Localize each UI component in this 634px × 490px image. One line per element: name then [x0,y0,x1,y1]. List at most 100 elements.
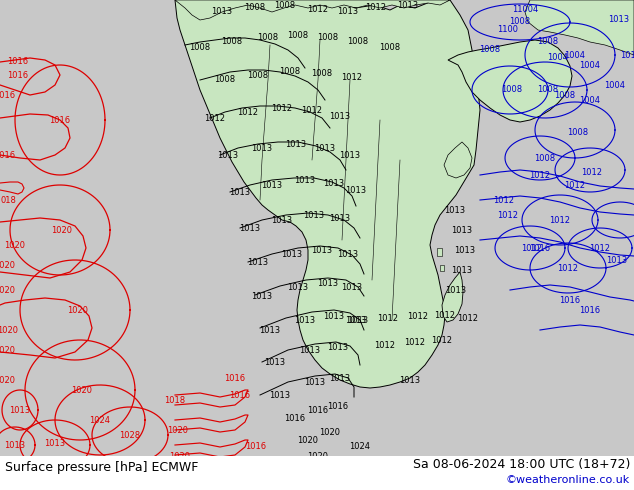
Text: 1013: 1013 [4,441,25,449]
Text: 1013: 1013 [281,249,302,259]
Polygon shape [175,0,480,388]
Text: 1013: 1013 [311,245,333,254]
Text: 1008: 1008 [510,18,531,26]
Text: 1008: 1008 [501,85,522,95]
FancyBboxPatch shape [437,248,442,256]
Text: 1013: 1013 [323,178,344,188]
Text: 1024: 1024 [89,416,110,424]
Text: 1020: 1020 [181,464,202,472]
Text: 1013: 1013 [294,175,316,185]
Text: 1013: 1013 [269,391,290,399]
Text: 1016: 1016 [559,295,581,304]
Text: 11004: 11004 [512,5,538,15]
Text: 1013: 1013 [451,225,472,235]
Text: 1013: 1013 [264,358,285,367]
Text: 1016: 1016 [529,244,550,252]
Text: 1020: 1020 [226,464,247,472]
Text: 1013: 1013 [299,345,321,354]
Text: 1016: 1016 [285,414,306,422]
Text: 1012: 1012 [493,196,515,204]
Text: 1012: 1012 [498,211,519,220]
Text: 1012: 1012 [365,3,387,13]
Text: 1008: 1008 [538,38,559,47]
Text: 1008: 1008 [247,71,269,79]
Text: 1013: 1013 [240,223,261,232]
Text: 1012: 1012 [307,5,328,15]
Text: 1016: 1016 [0,91,16,99]
Text: 018: 018 [0,196,16,204]
Text: 1028: 1028 [119,431,141,440]
Text: 1013: 1013 [346,186,366,195]
Text: 1020: 1020 [67,305,89,315]
FancyBboxPatch shape [440,265,444,271]
Text: 1020: 1020 [0,261,15,270]
Text: 1012: 1012 [522,244,543,252]
Text: 1013: 1013 [330,112,351,121]
Text: 1013: 1013 [339,150,361,160]
Polygon shape [442,272,463,322]
Text: 1024: 1024 [205,466,226,474]
Text: 1012: 1012 [271,103,292,113]
Text: 1020: 1020 [320,427,340,437]
Text: 1012: 1012 [557,264,578,272]
Text: 1013: 1013 [330,214,351,222]
Text: 1013: 1013 [230,188,250,196]
Text: 1013: 1013 [252,292,273,300]
Text: 1018: 1018 [164,395,186,405]
Text: 1013: 1013 [304,377,326,387]
Text: 1004: 1004 [548,53,569,63]
Text: 1008: 1008 [318,33,339,43]
Text: 1013: 1013 [609,16,630,24]
Text: 1016: 1016 [0,150,16,160]
Text: 1008: 1008 [538,85,559,95]
Text: 1008: 1008 [280,68,301,76]
Text: 1013: 1013 [607,255,628,265]
Text: 1008: 1008 [567,127,588,137]
Text: 1013: 1013 [444,205,465,215]
Text: 1012: 1012 [550,216,571,224]
Text: 1012: 1012 [590,244,611,252]
Text: 1013: 1013 [446,286,467,294]
Text: 1008: 1008 [245,3,266,13]
Text: 1013: 1013 [337,249,359,259]
Text: 1013: 1013 [346,316,366,324]
Text: 1016: 1016 [230,391,250,399]
Text: 1020: 1020 [0,325,18,335]
Text: 1013: 1013 [247,258,269,267]
Text: 1013: 1013 [10,406,30,415]
Text: 1013: 1013 [327,343,349,351]
Text: 1004: 1004 [579,60,600,70]
Text: 1013: 1013 [399,375,420,385]
Text: 1012: 1012 [564,180,586,190]
Text: 1013: 1013 [261,180,283,190]
Text: 1020: 1020 [167,425,188,435]
Text: Surface pressure [hPa] ECMWF: Surface pressure [hPa] ECMWF [5,461,198,473]
Text: 1016: 1016 [8,71,29,79]
Text: 1012: 1012 [458,314,479,322]
Text: 1013: 1013 [330,373,351,383]
Text: 1013: 1013 [398,0,418,9]
Text: 1020: 1020 [51,225,72,235]
Text: 1008: 1008 [257,33,278,43]
Text: 1013: 1013 [455,245,476,254]
Text: 1008: 1008 [347,38,368,47]
Text: 1008: 1008 [221,38,243,47]
Text: 1016: 1016 [307,406,328,415]
Text: Sa 08-06-2024 18:00 UTC (18+72): Sa 08-06-2024 18:00 UTC (18+72) [413,458,630,470]
Text: 1020: 1020 [0,286,15,294]
Text: 1008: 1008 [479,46,501,54]
Text: 1013: 1013 [44,439,65,447]
Text: 1016: 1016 [240,456,261,465]
Text: 101: 101 [620,50,634,59]
Text: 1013: 1013 [337,7,359,17]
Polygon shape [175,0,450,20]
Text: 1013: 1013 [211,7,233,17]
Text: 1020: 1020 [297,436,318,444]
Text: 1004: 1004 [579,96,600,104]
Text: 1008: 1008 [190,44,210,52]
Text: 1024: 1024 [349,441,370,450]
Text: 1004: 1004 [604,80,626,90]
Text: 1016: 1016 [245,441,266,450]
Text: 1020: 1020 [0,375,15,385]
Text: 1008: 1008 [379,44,401,52]
